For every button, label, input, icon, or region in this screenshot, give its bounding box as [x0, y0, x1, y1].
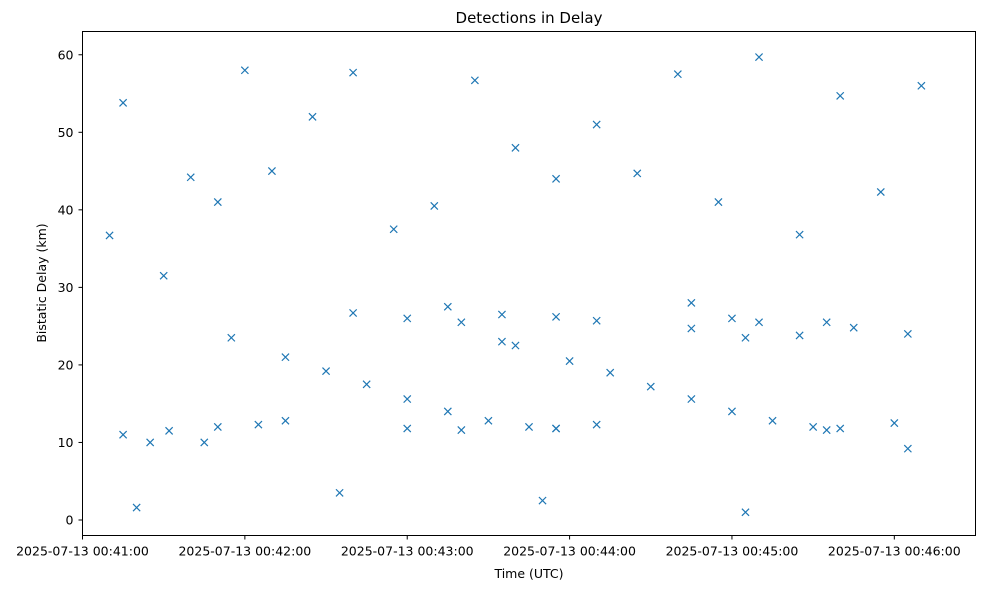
scatter-point: [213, 422, 222, 431]
y-tick-label: 40: [58, 202, 74, 217]
scatter-point: [741, 333, 750, 342]
scatter-point: [606, 368, 615, 377]
scatter-point: [592, 316, 601, 325]
y-tick-label: 20: [58, 357, 74, 372]
scatter-point: [687, 395, 696, 404]
x-axis-label: Time (UTC): [493, 566, 563, 581]
scatter-point: [552, 312, 561, 321]
scatter-point: [552, 174, 561, 183]
scatter-point: [917, 81, 926, 90]
scatter-point: [511, 341, 520, 350]
scatter-point: [754, 53, 764, 62]
scatter-point: [457, 426, 466, 435]
scatter-point: [646, 382, 655, 391]
scatter-point: [281, 416, 290, 425]
scatter-point: [430, 201, 439, 210]
scatter-point: [389, 225, 398, 234]
scatter-point: [538, 496, 547, 505]
y-axis-ticks: 0 10 20 30 40 50 60: [58, 47, 83, 527]
y-tick-label: 0: [66, 512, 74, 527]
scatter-point: [403, 395, 412, 404]
scatter-point: [213, 198, 222, 207]
scatter-point: [349, 308, 358, 317]
plot-area-frame: [82, 31, 976, 536]
scatter-points: [105, 53, 926, 517]
y-tick-label: 60: [58, 47, 74, 62]
x-tick-label: 2025-07-13 00:41:00: [16, 544, 149, 559]
scatter-point: [565, 357, 574, 366]
scatter-point: [497, 337, 506, 346]
scatter-point: [592, 120, 601, 129]
scatter-point: [240, 66, 249, 75]
scatter-point: [119, 430, 128, 439]
scatter-point: [727, 407, 736, 416]
scatter-point: [403, 424, 412, 433]
scatter-point: [470, 76, 479, 85]
scatter-point: [714, 198, 723, 207]
scatter-point: [633, 169, 642, 178]
scatter-point: [119, 98, 128, 107]
scatter-point: [754, 318, 764, 327]
chart-title: Detections in Delay: [456, 9, 603, 27]
scatter-point: [727, 314, 736, 323]
scatter-point: [903, 329, 912, 338]
x-tick-label: 2025-07-13 00:42:00: [178, 544, 311, 559]
scatter-point: [443, 302, 452, 311]
scatter-point: [165, 426, 174, 435]
scatter-point: [592, 420, 601, 429]
scatter-point: [890, 419, 899, 428]
scatter-point: [267, 167, 276, 176]
scatter-point: [836, 424, 845, 433]
scatter-point: [403, 314, 412, 323]
scatter-point: [822, 426, 831, 435]
scatter-point: [443, 407, 452, 416]
scatter-point: [349, 68, 358, 77]
y-tick-label: 10: [58, 435, 74, 450]
scatter-point: [876, 187, 885, 197]
scatter-point: [322, 367, 331, 376]
scatter-point: [146, 438, 155, 447]
y-axis-label: Bistatic Delay (km): [34, 223, 49, 342]
scatter-point: [849, 323, 858, 332]
scatter-point: [335, 488, 344, 497]
scatter-point: [552, 424, 561, 433]
scatter-point: [132, 503, 141, 512]
scatter-point: [457, 318, 466, 327]
x-tick-label: 2025-07-13 00:45:00: [666, 544, 799, 559]
scatter-point: [836, 91, 845, 100]
scatter-point: [186, 173, 195, 182]
scatter-point: [809, 422, 818, 431]
scatter-point: [362, 380, 371, 389]
scatter-point: [281, 353, 290, 362]
x-tick-label: 2025-07-13 00:43:00: [341, 544, 474, 559]
scatter-point: [903, 444, 912, 453]
x-tick-label: 2025-07-13 00:44:00: [503, 544, 636, 559]
scatter-point: [687, 324, 696, 333]
scatter-point: [822, 318, 831, 327]
scatter-point: [254, 420, 263, 429]
scatter-point: [741, 508, 750, 517]
scatter-point: [511, 143, 520, 152]
scatter-point: [159, 271, 168, 280]
x-axis-ticks: 2025-07-13 00:41:00 2025-07-13 00:42:00 20…: [16, 535, 961, 559]
x-tick-label: 2025-07-13 00:46:00: [828, 544, 961, 559]
scatter-point: [105, 231, 114, 240]
scatter-point: [200, 438, 209, 447]
y-tick-label: 50: [58, 125, 74, 140]
scatter-point: [497, 310, 506, 319]
scatter-point: [484, 416, 493, 425]
scatter-point: [795, 331, 804, 340]
scatter-point: [687, 298, 696, 307]
scatter-point: [673, 70, 682, 79]
scatter-point: [308, 112, 317, 121]
scatter-point: [768, 416, 777, 425]
scatter-point: [795, 230, 804, 239]
y-tick-label: 30: [58, 280, 74, 295]
scatter-point: [227, 333, 236, 342]
scatter-point: [524, 422, 534, 431]
